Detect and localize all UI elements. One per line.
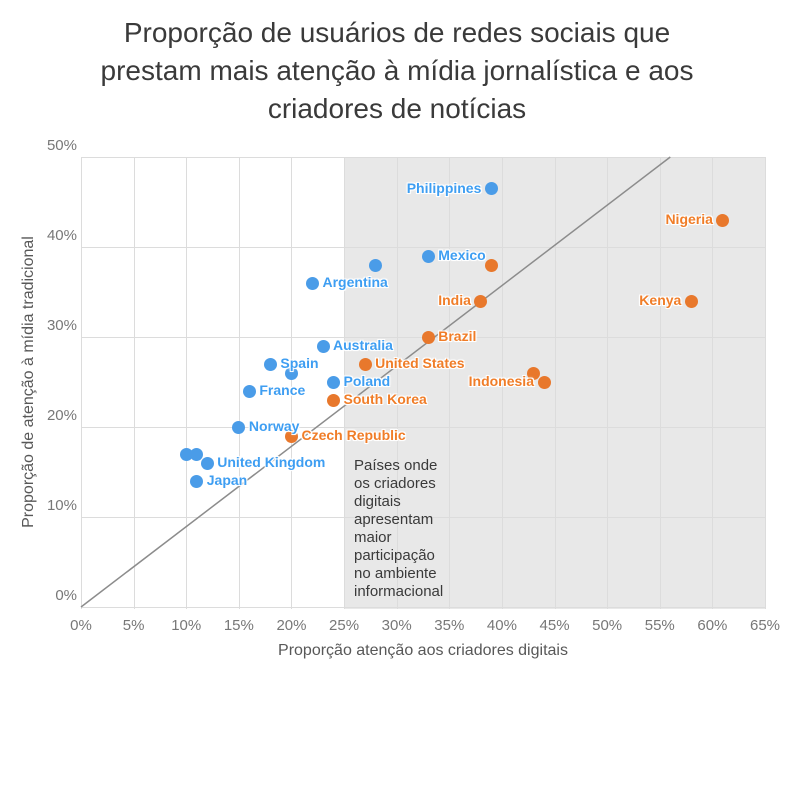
data-point-label-czech-republic: Czech Republic bbox=[301, 427, 406, 443]
x-tick-label-40: 40% bbox=[486, 617, 517, 634]
data-point-poland bbox=[327, 375, 341, 389]
gridline-x-55 bbox=[660, 157, 661, 609]
data-point-unlabeled bbox=[526, 366, 540, 380]
shaded-region bbox=[344, 157, 765, 609]
data-point-united-kingdom bbox=[200, 456, 214, 470]
data-point-kenya bbox=[684, 294, 698, 308]
data-point-unlabeled bbox=[284, 366, 298, 380]
diagonal-parity-line bbox=[80, 156, 671, 608]
footer: ReDem INCT | Representações e Legitimida… bbox=[0, 695, 794, 785]
data-point-label-india: India bbox=[438, 292, 471, 308]
x-tick-label-45: 45% bbox=[539, 617, 570, 634]
data-point-indonesia bbox=[537, 375, 551, 389]
y-tick-label-0: 0% bbox=[55, 587, 77, 604]
gridline-y-0 bbox=[81, 607, 765, 608]
data-point-label-mexico: Mexico bbox=[438, 247, 486, 263]
gridline-x-35 bbox=[449, 157, 450, 609]
data-point-south-korea bbox=[327, 393, 341, 407]
x-tick-label-30: 30% bbox=[381, 617, 412, 634]
gridline-x-5 bbox=[134, 157, 135, 609]
x-tick-label-5: 5% bbox=[122, 617, 145, 634]
gridline-y-10 bbox=[81, 517, 765, 518]
data-point-france bbox=[242, 384, 256, 398]
data-point-australia bbox=[316, 339, 330, 353]
gridline-x-25 bbox=[344, 157, 345, 609]
data-point-label-spain: Spain bbox=[280, 355, 319, 371]
gridline-x-65 bbox=[765, 157, 766, 609]
gridline-y-20 bbox=[81, 427, 765, 428]
y-tick-label-20: 20% bbox=[46, 407, 77, 424]
gridline-x-10 bbox=[186, 157, 187, 609]
gridline-x-60 bbox=[712, 157, 713, 609]
x-tick-label-35: 35% bbox=[434, 617, 465, 634]
data-point-czech-republic bbox=[284, 429, 298, 443]
x-axis-title: Proporção atenção aos criadores digitais bbox=[278, 642, 568, 659]
data-point-label-united-kingdom: United Kingdom bbox=[217, 454, 326, 470]
gridline-x-20 bbox=[291, 157, 292, 609]
gridline-x-30 bbox=[397, 157, 398, 609]
data-point-mexico bbox=[421, 249, 435, 263]
data-point-label-france: France bbox=[259, 382, 306, 398]
gridline-y-40 bbox=[81, 247, 765, 248]
gridline-x-50 bbox=[607, 157, 608, 609]
data-point-label-united-states: United States bbox=[375, 355, 465, 371]
x-tick-label-25: 25% bbox=[329, 617, 360, 634]
data-point-label-norway: Norway bbox=[248, 418, 300, 434]
data-point-label-australia: Australia bbox=[333, 337, 393, 353]
data-point-label-argentina: Argentina bbox=[322, 274, 388, 290]
data-point-label-kenya: Kenya bbox=[639, 292, 682, 308]
y-tick-label-40: 40% bbox=[46, 227, 77, 244]
data-point-unlabeled bbox=[369, 258, 383, 272]
x-tick-label-65: 65% bbox=[749, 617, 781, 634]
gridline-x-45 bbox=[555, 157, 556, 609]
data-point-label-poland: Poland bbox=[343, 373, 391, 389]
scatter-plot: 0% 5% 10% 15% 20% 25% 30% 35% 40% 45% 50% 55% 60% 65%… bbox=[46, 137, 781, 634]
data-point-india bbox=[474, 294, 488, 308]
data-point-japan bbox=[190, 474, 204, 488]
data-point-label-brazil: Brazil bbox=[438, 328, 477, 344]
gridline-x-40 bbox=[502, 157, 503, 609]
x-tick-label-60: 60% bbox=[697, 617, 728, 634]
data-point-brazil bbox=[421, 330, 435, 344]
data-point-unlabeled bbox=[484, 258, 498, 272]
data-point-label-philippines: Philippines bbox=[406, 179, 482, 196]
data-point-label-south-korea: South Korea bbox=[343, 391, 427, 407]
x-tick-label-10: 10% bbox=[171, 617, 202, 634]
data-point-label-nigeria: Nigeria bbox=[665, 211, 713, 227]
gridline-x-0 bbox=[81, 157, 82, 609]
x-tick-label-0: 0% bbox=[70, 617, 92, 634]
data-point-argentina bbox=[306, 276, 319, 290]
y-axis-title: Proporção de atenção à mídia tradicional bbox=[20, 236, 37, 528]
chart-title: Proporção de usuários de redes sociais q… bbox=[100, 17, 694, 124]
data-point-spain bbox=[263, 357, 277, 371]
x-tick-label-55: 55% bbox=[644, 617, 675, 634]
data-point-label-indonesia: Indonesia bbox=[468, 373, 534, 389]
data-point-unlabeled bbox=[179, 447, 193, 461]
data-point-unlabeled bbox=[190, 447, 204, 461]
y-tick-label-10: 10% bbox=[46, 497, 77, 514]
data-point-norway bbox=[232, 420, 246, 434]
y-tick-label-30: 30% bbox=[46, 317, 77, 334]
x-tick-label-15: 15% bbox=[223, 617, 254, 634]
x-tick-label-20: 20% bbox=[276, 617, 307, 634]
data-point-philippines bbox=[484, 182, 498, 195]
gridline-x-15 bbox=[239, 157, 240, 609]
x-tick-label-50: 50% bbox=[592, 617, 623, 634]
data-point-nigeria bbox=[716, 213, 730, 227]
shaded-region-annotation: Países onde os criadores digitais aprese… bbox=[354, 457, 444, 600]
data-point-united-states bbox=[358, 357, 372, 371]
y-tick-label-50: 50% bbox=[46, 137, 77, 154]
data-point-label-japan: Japan bbox=[206, 472, 248, 488]
gridline-y-50 bbox=[81, 157, 765, 158]
